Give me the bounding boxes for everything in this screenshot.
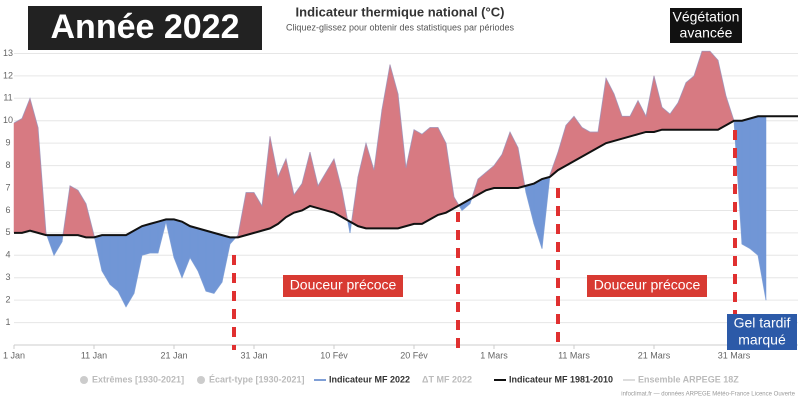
- anomaly-fill: [413, 129, 423, 225]
- y-tick-label: 12: [3, 70, 13, 80]
- legend-item[interactable]: Ensemble ARPEGE 18Z: [638, 374, 739, 384]
- anomaly-fill: [629, 100, 639, 137]
- y-tick-label: 8: [5, 160, 10, 170]
- x-tick-label: 1 Mars: [480, 350, 508, 360]
- legend-item[interactable]: Extrêmes [1930-2021]: [92, 374, 184, 384]
- annotation: avancée: [680, 25, 733, 41]
- y-tick-label: 2: [5, 295, 10, 305]
- y-tick-label: 4: [5, 250, 10, 260]
- anomaly-fill: [21, 98, 31, 234]
- anomaly-fill: [149, 221, 159, 254]
- annotation: Douceur précoce: [290, 277, 397, 293]
- anomaly-fill: [709, 50, 719, 130]
- vegetation-box: [670, 8, 742, 43]
- anomaly-fill: [669, 102, 679, 130]
- anomaly-fill: [373, 109, 383, 229]
- legend-item[interactable]: ΔT MF 2022: [422, 374, 472, 384]
- anomaly-fill: [357, 143, 367, 229]
- annotation: Douceur précoce: [594, 277, 701, 293]
- anomaly-fill: [333, 158, 343, 218]
- anomaly-fill: [677, 82, 687, 130]
- x-tick-label: 21 Jan: [160, 350, 187, 360]
- anomaly-fill: [573, 115, 583, 162]
- y-tick-label: 3: [5, 272, 10, 282]
- annotation: Végétation: [673, 9, 740, 25]
- anomaly-fill: [757, 116, 767, 301]
- anomaly-fill: [701, 50, 711, 130]
- legend-symbol: [80, 376, 88, 384]
- anomaly-fill: [53, 234, 63, 257]
- series-line: [14, 115, 798, 239]
- x-tick-label: 11 Jan: [81, 350, 107, 360]
- anomaly-fill: [117, 234, 127, 307]
- x-tick-label: 21 Mars: [638, 350, 671, 360]
- y-tick-label: 10: [3, 115, 13, 125]
- legend-item[interactable]: Indicateur MF 1981-2010: [509, 374, 613, 384]
- anomaly-fill: [429, 127, 439, 220]
- annotation: marqué: [738, 332, 786, 348]
- anomaly-fill: [685, 75, 695, 130]
- anomaly-fill: [637, 100, 647, 135]
- y-tick-label: 9: [5, 138, 10, 148]
- y-tick-label: 13: [3, 48, 13, 58]
- y-tick-label: 5: [5, 227, 10, 237]
- dashed-markers: [232, 130, 737, 350]
- anomaly-fill: [501, 131, 511, 189]
- anomaly-fill: [301, 152, 311, 211]
- x-tick-label: 31 Mars: [718, 350, 751, 360]
- douceur-box: [587, 275, 707, 297]
- gel-box: [727, 314, 797, 350]
- series-line: [13, 50, 767, 308]
- chart-subtitle: Cliquez-glissez pour obtenir des statist…: [286, 22, 515, 32]
- anomaly-fill: [613, 93, 623, 142]
- y-tick-label: 7: [5, 182, 10, 192]
- x-tick-label: 31 Jan: [240, 350, 267, 360]
- y-tick-label: 1: [5, 317, 10, 327]
- y-tick-label: 6: [5, 205, 10, 215]
- anomaly-fill: [29, 98, 39, 234]
- anomaly-fill: [69, 185, 79, 236]
- anomaly-fill: [325, 157, 335, 214]
- badge: Année 2022: [51, 8, 240, 46]
- anomaly-fill: [749, 115, 759, 256]
- anomaly-fill: [269, 136, 279, 229]
- anomaly-fill: [205, 230, 215, 294]
- anomaly-fill: [141, 223, 151, 256]
- legend: Extrêmes [1930-2021] Écart-type [1930-20…: [80, 374, 739, 384]
- anomaly-fill: [245, 192, 255, 236]
- x-tick-label: 1 Jan: [3, 350, 25, 360]
- douceur-box: [283, 275, 403, 297]
- anomaly-fill: [741, 118, 751, 249]
- anomaly-fill: [605, 78, 615, 144]
- anomaly-fill: [421, 126, 431, 225]
- x-tick-label: 20 Fév: [400, 350, 428, 360]
- anomaly-fill: [181, 221, 191, 278]
- anomaly-fill: [405, 129, 415, 227]
- anomaly-fill: [621, 116, 631, 140]
- anomaly-fill: [717, 60, 727, 131]
- legend-item[interactable]: Écart-type [1930-2021]: [209, 374, 305, 384]
- annotation: Gel tardif: [734, 315, 791, 331]
- anomaly-fill: [317, 171, 327, 211]
- chart-title: Indicateur thermique national (°C): [296, 4, 505, 19]
- x-tick-label: 10 Fév: [320, 350, 348, 360]
- anomaly-fill: [13, 118, 23, 234]
- credits: infoclimat.fr — données ARPEGE Météo-Fra…: [621, 392, 795, 398]
- y-tick-label: 11: [3, 93, 12, 103]
- anomaly-fill: [109, 234, 119, 292]
- legend-item[interactable]: Indicateur MF 2022: [329, 374, 410, 384]
- x-tick-label: 11 Mars: [558, 350, 590, 360]
- legend-symbol: [197, 376, 205, 384]
- anomaly-fill: [533, 178, 543, 249]
- badge-box: [28, 6, 262, 50]
